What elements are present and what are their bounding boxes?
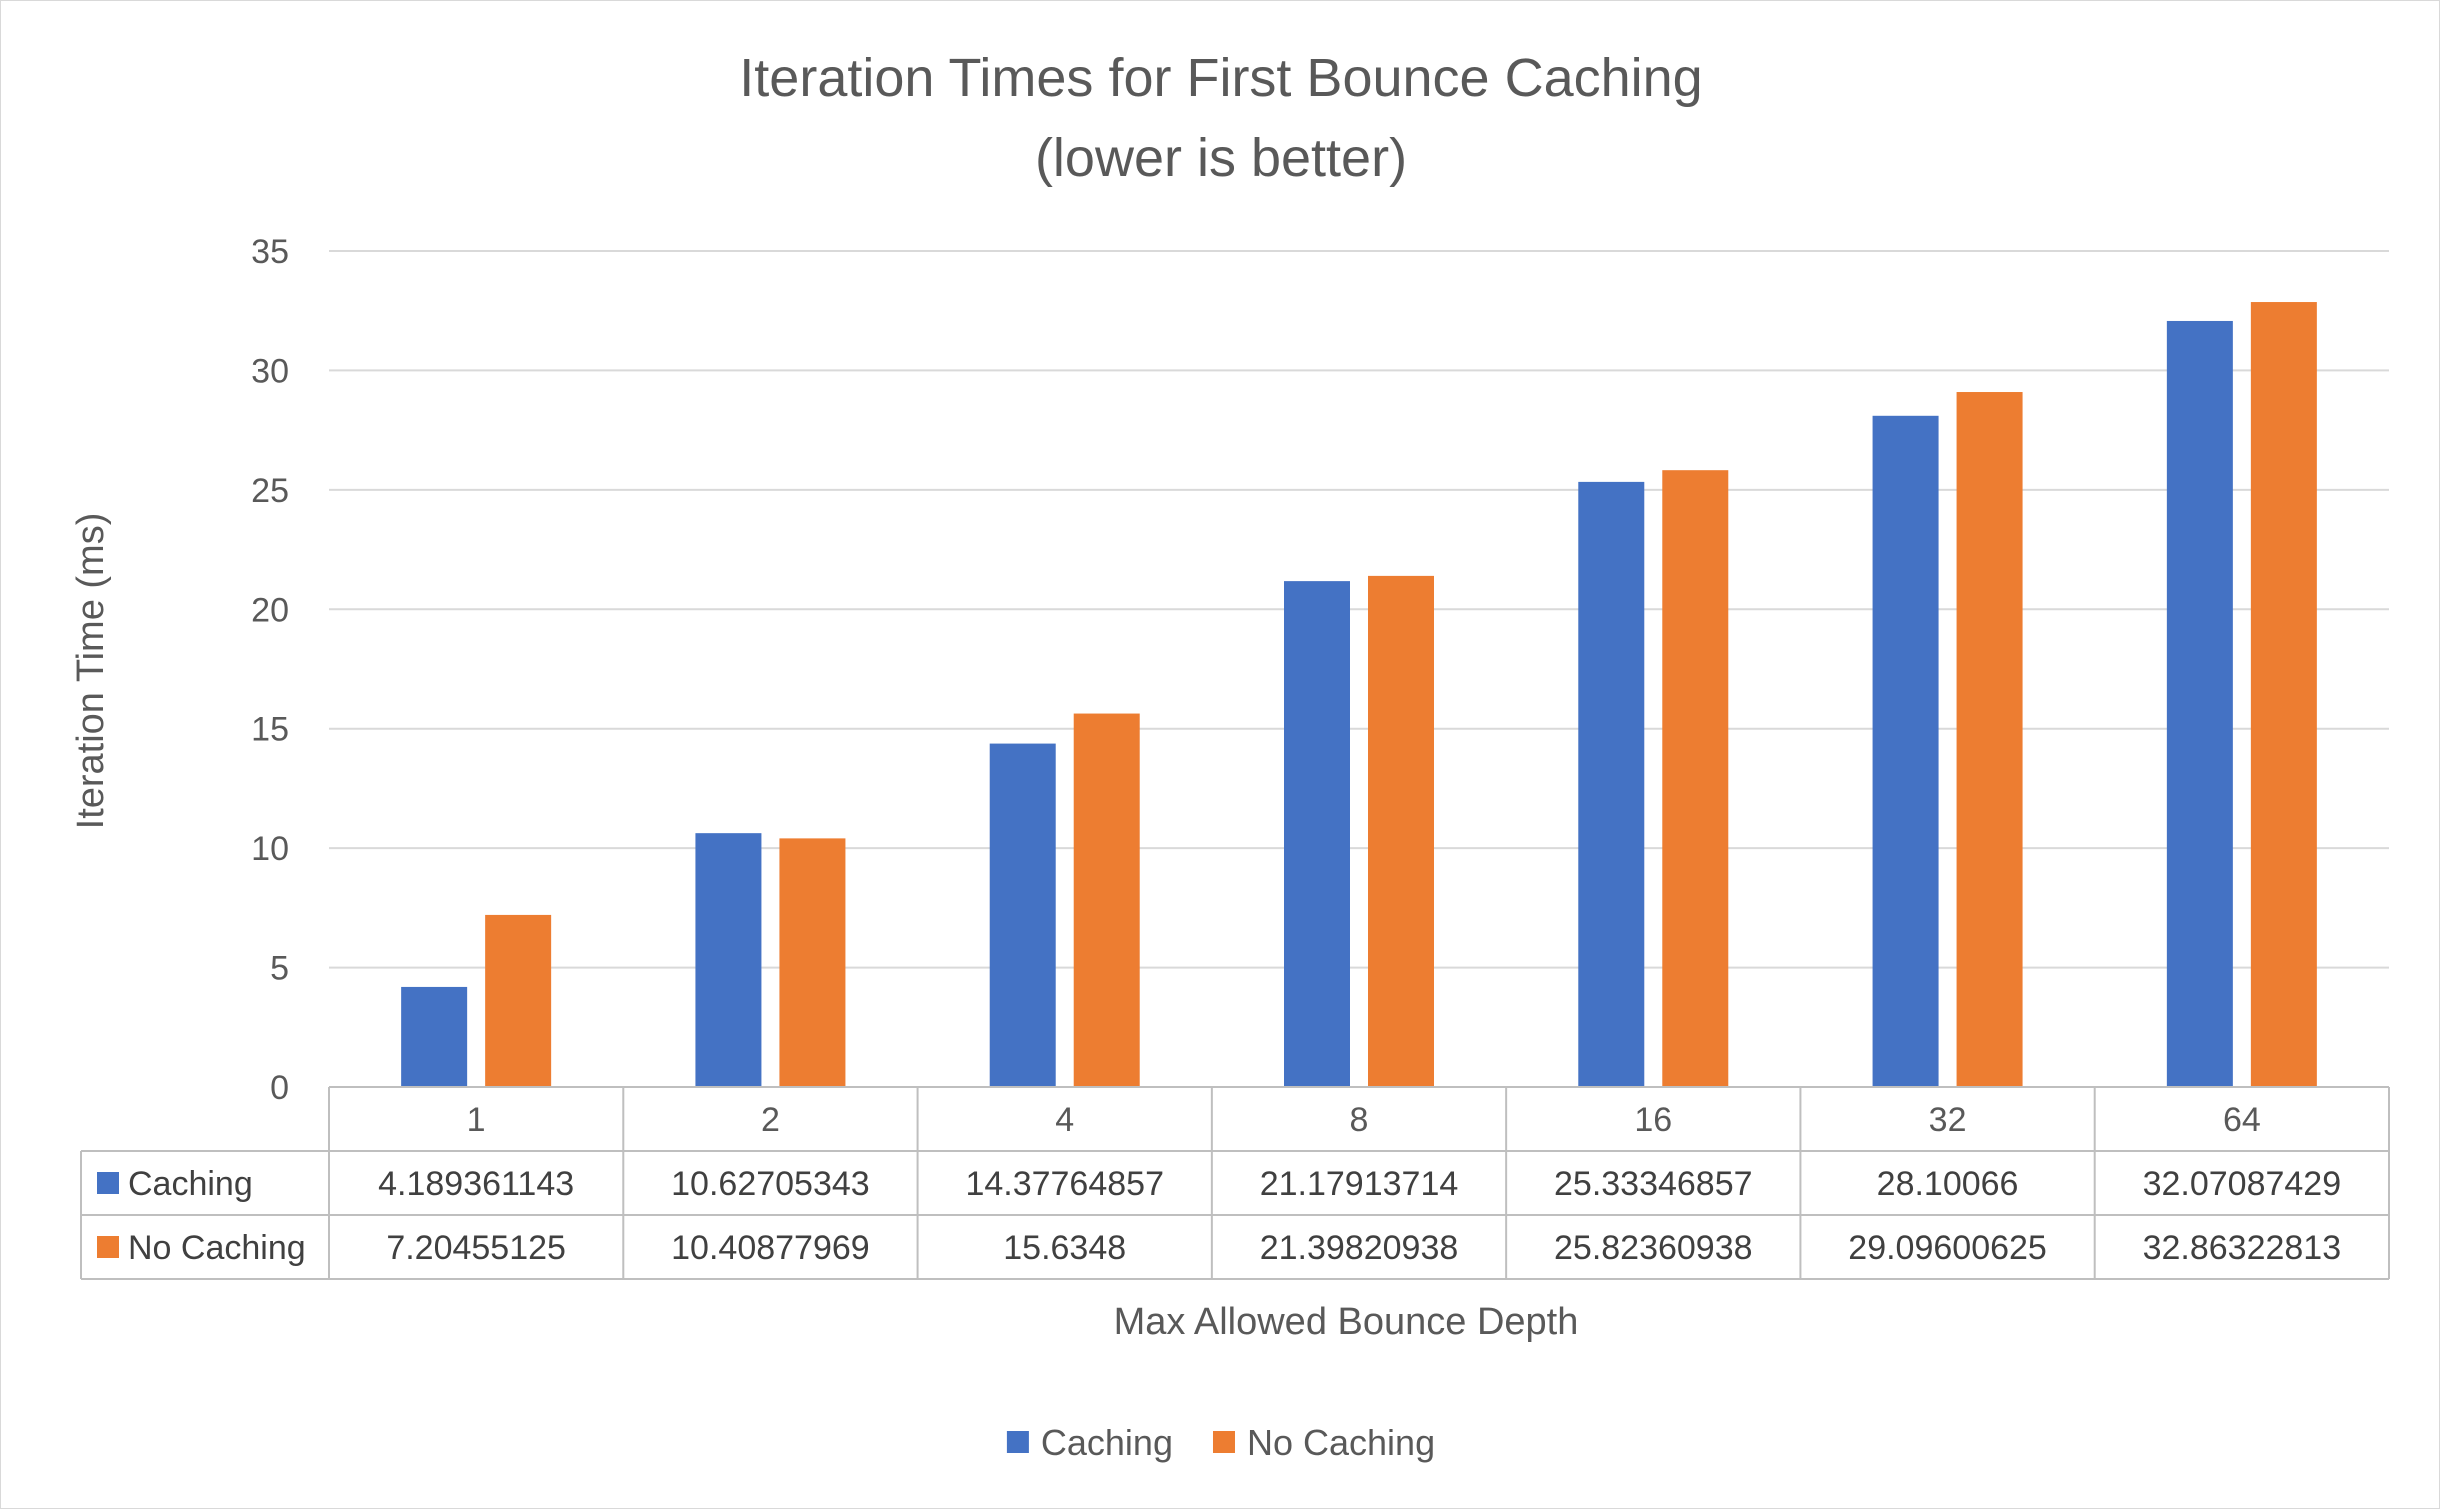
legend-swatch-no-caching <box>1212 1431 1235 1453</box>
chart-subtitle: (lower is better) <box>1035 128 1407 188</box>
legend: Caching No Caching <box>1006 1422 1435 1463</box>
bar-no-caching-16 <box>1662 470 1729 1087</box>
table-cell-caching-4: 14.37764857 <box>965 1165 1164 1203</box>
category-label-2: 2 <box>761 1101 780 1139</box>
bar-no-caching-4 <box>1073 713 1140 1087</box>
y-tick-label-0: 0 <box>270 1069 289 1107</box>
bar-no-caching-1 <box>485 914 552 1087</box>
y-tick-label-35: 35 <box>251 233 289 271</box>
legend-label-caching: Caching <box>1041 1422 1173 1463</box>
category-label-32: 32 <box>1929 1101 1967 1139</box>
bar-caching-2 <box>695 833 762 1087</box>
table-cell-no-caching-32: 29.09600625 <box>1848 1229 2047 1267</box>
bar-no-caching-32 <box>1956 392 2023 1087</box>
bar-no-caching-2 <box>779 838 846 1087</box>
table-cell-caching-32: 28.10066 <box>1877 1165 2019 1203</box>
bar-caching-32 <box>1872 415 1939 1087</box>
table-cell-caching-64: 32.07087429 <box>2143 1165 2342 1203</box>
y-tick-label-10: 10 <box>251 830 289 868</box>
legend-label-no-caching: No Caching <box>1247 1422 1435 1463</box>
table-cell-caching-2: 10.62705343 <box>671 1165 870 1203</box>
table-cell-caching-8: 21.17913714 <box>1260 1165 1459 1203</box>
category-label-4: 4 <box>1055 1101 1074 1139</box>
table-key-caching <box>97 1172 119 1194</box>
table-cell-no-caching-2: 10.40877969 <box>671 1229 870 1267</box>
legend-swatch-caching <box>1006 1431 1029 1453</box>
table-series-label-caching: Caching <box>128 1165 253 1203</box>
y-tick-label-25: 25 <box>251 472 289 510</box>
category-label-1: 1 <box>467 1101 486 1139</box>
x-axis-title: Max Allowed Bounce Depth <box>1114 1301 1579 1343</box>
bar-caching-64 <box>2166 320 2233 1088</box>
bar-no-caching-8 <box>1368 575 1434 1087</box>
bar-caching-4 <box>989 743 1056 1087</box>
bar-caching-8 <box>1284 581 1350 1087</box>
y-tick-label-20: 20 <box>251 591 289 629</box>
y-tick-label-30: 30 <box>251 352 289 390</box>
category-label-16: 16 <box>1634 1101 1672 1139</box>
category-label-8: 8 <box>1350 1101 1369 1139</box>
gridlines <box>329 250 2389 969</box>
category-label-64: 64 <box>2223 1101 2261 1139</box>
table-cell-no-caching-8: 21.39820938 <box>1260 1229 1459 1267</box>
table-cell-no-caching-16: 25.82360938 <box>1554 1229 1753 1267</box>
bars <box>401 302 2317 1088</box>
y-axis-ticks: 0 5 10 15 20 25 30 35 <box>251 233 289 1107</box>
table-cell-caching-16: 25.33346857 <box>1554 1165 1753 1203</box>
table-cell-caching-1: 4.189361143 <box>378 1165 574 1203</box>
table-cell-no-caching-4: 15.6348 <box>1003 1229 1126 1267</box>
table-cell-no-caching-64: 32.86322813 <box>2143 1229 2342 1267</box>
bar-caching-16 <box>1578 481 1645 1088</box>
table-series-label-no-caching: No Caching <box>128 1229 306 1267</box>
bar-no-caching-64 <box>2250 302 2317 1087</box>
bar-caching-1 <box>401 986 468 1087</box>
data-table: 1 2 4 8 16 32 64 Caching 4.189361143 10.62705343 1… <box>80 1086 2390 1280</box>
chart-title-group: Iteration Times for First Bounce Caching… <box>739 48 1702 188</box>
chart-title: Iteration Times for First Bounce Caching <box>739 48 1702 108</box>
y-axis-title: Iteration Time (ms) <box>70 513 112 830</box>
table-key-no-caching <box>97 1236 119 1258</box>
y-tick-label-15: 15 <box>251 711 289 749</box>
table-cell-no-caching-1: 7.20455125 <box>386 1229 566 1267</box>
y-tick-label-5: 5 <box>270 950 289 988</box>
